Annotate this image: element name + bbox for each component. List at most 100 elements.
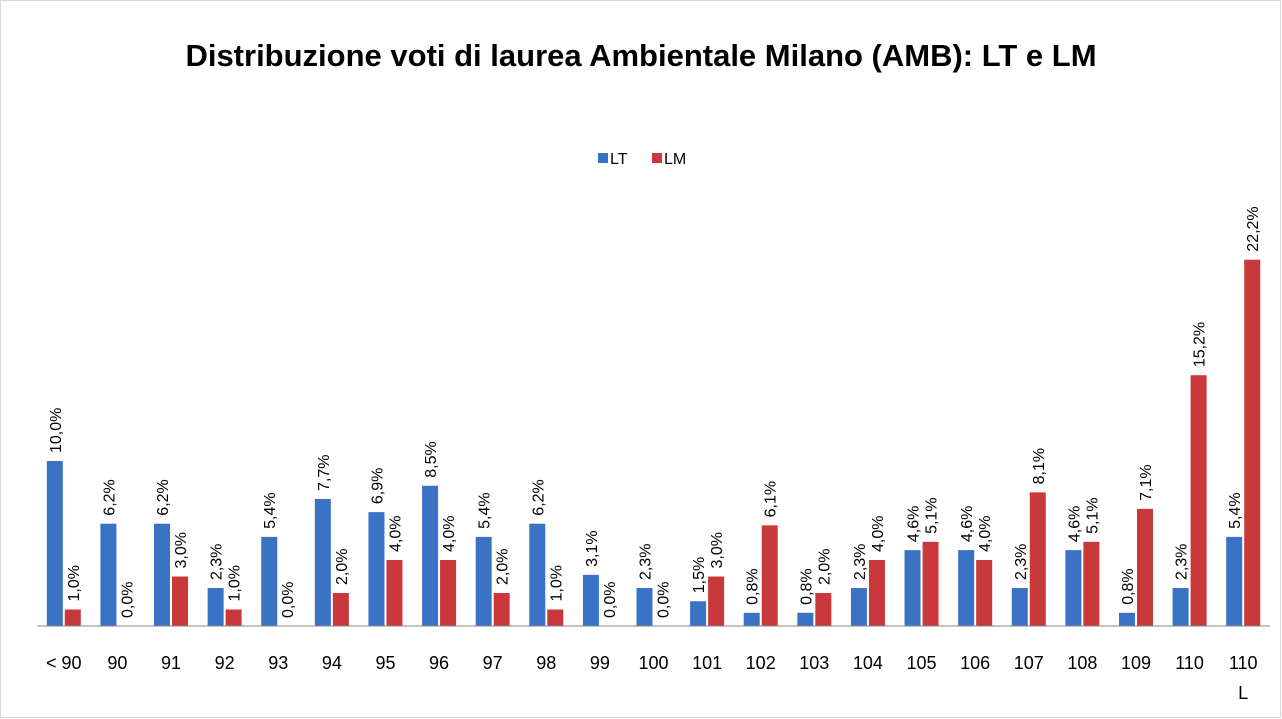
- value-label: 0,8%: [798, 568, 815, 604]
- bar: [1118, 612, 1135, 626]
- value-label: 2,0%: [495, 549, 512, 585]
- value-label: 10,0%: [48, 408, 65, 453]
- value-label: 4,0%: [870, 516, 887, 552]
- bar: [958, 550, 975, 626]
- value-label: 4,6%: [959, 506, 976, 542]
- bar: [1065, 550, 1082, 626]
- bar: [761, 525, 778, 626]
- value-label: 7,7%: [316, 454, 333, 490]
- value-label: 7,1%: [1138, 464, 1155, 500]
- x-tick-label: 110 L: [1228, 653, 1258, 703]
- value-label: 4,0%: [387, 516, 404, 552]
- x-tick-label: 108: [1067, 653, 1098, 673]
- legend-swatch: [598, 153, 608, 163]
- bar: [1083, 541, 1100, 626]
- value-label: 1,0%: [548, 565, 565, 601]
- bar: [154, 523, 171, 626]
- bar: [976, 560, 993, 626]
- x-tick-label: 99: [589, 653, 610, 673]
- x-tick-label: 98: [536, 653, 557, 673]
- value-label: 4,6%: [1066, 506, 1083, 542]
- value-label: 1,0%: [227, 565, 244, 601]
- bar: [690, 601, 707, 626]
- x-tick-label: 92: [214, 653, 235, 673]
- value-label: 5,1%: [1084, 497, 1101, 533]
- value-label: 6,1%: [763, 481, 780, 517]
- x-tick-label: 93: [268, 653, 289, 673]
- value-label: 4,6%: [906, 506, 923, 542]
- bar: [1190, 375, 1207, 626]
- bar: [172, 576, 189, 626]
- bar: [547, 609, 564, 626]
- bar: [904, 550, 921, 626]
- bar: [261, 536, 278, 626]
- bar: [314, 498, 331, 626]
- value-label: 5,4%: [1227, 492, 1244, 528]
- value-label: 8,1%: [1031, 448, 1048, 484]
- x-tick-label: 104: [852, 653, 883, 673]
- bar: [368, 512, 385, 626]
- bar: [422, 485, 439, 626]
- bar: [1244, 259, 1261, 626]
- x-tick-label: 103: [799, 653, 830, 673]
- value-label: 2,0%: [816, 549, 833, 585]
- value-label: 4,0%: [977, 516, 994, 552]
- bar: [386, 560, 403, 626]
- value-label: 4,0%: [441, 516, 458, 552]
- bar: [1136, 508, 1153, 626]
- x-tick-label: 94: [321, 653, 342, 673]
- value-label: 2,3%: [1174, 544, 1191, 580]
- bar: [636, 588, 653, 626]
- bar: [582, 574, 599, 626]
- value-label: 6,2%: [530, 479, 547, 515]
- chart-title: Distribuzione voti di laurea Ambientale …: [185, 38, 1097, 73]
- value-label: 6,9%: [369, 468, 386, 504]
- value-label: 0,0%: [280, 582, 297, 618]
- value-label: 8,5%: [423, 441, 440, 477]
- bar: [1029, 492, 1046, 626]
- bar: [850, 588, 867, 626]
- value-label: 1,0%: [66, 565, 83, 601]
- bar: [46, 461, 63, 626]
- bar: [100, 523, 117, 626]
- bar: [708, 576, 725, 626]
- legend-label: LT: [610, 151, 628, 168]
- legend-swatch: [652, 153, 662, 163]
- value-label: 15,2%: [1192, 322, 1209, 367]
- x-tick-label: 109: [1120, 653, 1151, 673]
- value-label: 1,5%: [691, 557, 708, 593]
- bar: [1011, 588, 1028, 626]
- x-tick-label: 95: [375, 653, 396, 673]
- x-tick-label: 102: [745, 653, 776, 673]
- bar: [868, 560, 885, 626]
- legend-label: LM: [664, 151, 686, 168]
- bar: [743, 612, 760, 626]
- value-label: 2,3%: [638, 544, 655, 580]
- value-label: 3,0%: [709, 532, 726, 568]
- value-label: 2,3%: [852, 544, 869, 580]
- x-tick-label: 110: [1175, 653, 1204, 673]
- x-tick-label: 101: [692, 653, 723, 673]
- x-tick-label: 105: [906, 653, 937, 673]
- x-tick-label: 96: [429, 653, 450, 673]
- value-label: 2,0%: [334, 549, 351, 585]
- x-tick-label: < 90: [46, 653, 82, 673]
- value-label: 0,8%: [745, 568, 762, 604]
- bar: [529, 523, 546, 626]
- x-tick-label: 106: [960, 653, 991, 673]
- value-label: 0,0%: [656, 582, 673, 618]
- value-label: 3,0%: [173, 532, 190, 568]
- bar: [493, 593, 510, 626]
- x-tick-label: 97: [482, 653, 503, 673]
- value-label: 0,8%: [1120, 568, 1137, 604]
- value-label: 0,0%: [119, 582, 136, 618]
- value-label: 6,2%: [101, 479, 118, 515]
- bar: [64, 609, 81, 626]
- bar: [225, 609, 242, 626]
- value-label: 2,3%: [1013, 544, 1030, 580]
- x-tick-label: 91: [161, 653, 182, 673]
- bar: [1172, 588, 1189, 626]
- bar: [440, 560, 457, 626]
